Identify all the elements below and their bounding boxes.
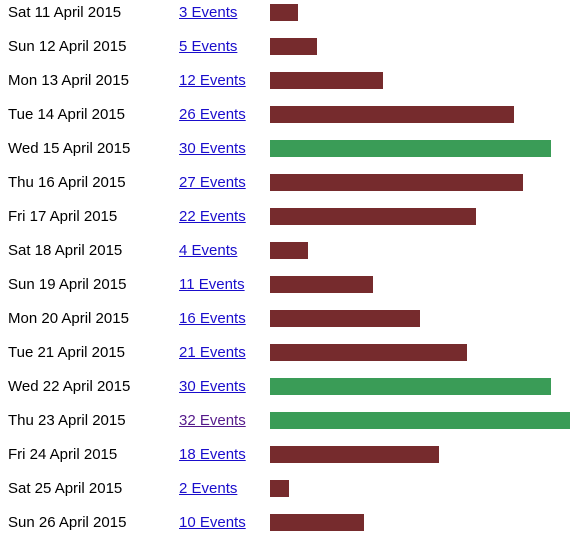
day-date-label: Sat 25 April 2015 <box>8 480 123 497</box>
events-count-bar <box>270 174 523 191</box>
events-count-bar <box>270 106 514 123</box>
day-date-label: Fri 17 April 2015 <box>8 208 118 225</box>
day-date-label: Thu 16 April 2015 <box>8 174 126 191</box>
day-date-label: Sun 19 April 2015 <box>8 276 127 293</box>
events-count-link[interactable]: 12 Events <box>179 72 246 89</box>
day-date-label: Sun 12 April 2015 <box>8 38 127 55</box>
day-date-label: Wed 22 April 2015 <box>8 378 131 395</box>
events-count-bar <box>270 344 467 361</box>
events-count-link[interactable]: 22 Events <box>179 208 246 225</box>
events-count-bar <box>270 480 289 497</box>
day-date-label: Thu 23 April 2015 <box>8 412 126 429</box>
day-row: Sat 25 April 2015 2 Events <box>0 476 584 510</box>
day-row: Sat 18 April 2015 4 Events <box>0 238 584 272</box>
events-count-bar <box>270 378 551 395</box>
events-count-link[interactable]: 2 Events <box>179 480 238 497</box>
day-row: Thu 23 April 2015 32 Events <box>0 408 584 442</box>
day-row: Fri 17 April 2015 22 Events <box>0 204 584 238</box>
day-row: Mon 13 April 2015 12 Events <box>0 68 584 102</box>
events-count-bar <box>270 208 476 225</box>
events-count-bar <box>270 446 439 463</box>
day-row: Sat 11 April 2015 3 Events <box>0 0 584 34</box>
events-count-link[interactable]: 16 Events <box>179 310 246 327</box>
day-date-label: Mon 13 April 2015 <box>8 72 129 89</box>
day-date-label: Wed 15 April 2015 <box>8 140 131 157</box>
day-date-label: Tue 21 April 2015 <box>8 344 126 361</box>
day-row: Tue 14 April 2015 26 Events <box>0 102 584 136</box>
events-count-link[interactable]: 11 Events <box>179 276 245 293</box>
events-count-link[interactable]: 27 Events <box>179 174 246 191</box>
events-count-link[interactable]: 10 Events <box>179 514 246 531</box>
day-row: Sun 12 April 2015 5 Events <box>0 34 584 68</box>
day-row: Sun 26 April 2015 10 Events <box>0 510 584 544</box>
events-count-link[interactable]: 18 Events <box>179 446 246 463</box>
events-count-link[interactable]: 3 Events <box>179 4 238 21</box>
events-count-link[interactable]: 21 Events <box>179 344 246 361</box>
day-date-label: Sat 18 April 2015 <box>8 242 123 259</box>
day-date-label: Mon 20 April 2015 <box>8 310 129 327</box>
day-date-label: Tue 14 April 2015 <box>8 106 126 123</box>
events-count-link[interactable]: 32 Events <box>179 412 246 429</box>
events-count-link[interactable]: 30 Events <box>179 140 246 157</box>
day-date-label: Sat 11 April 2015 <box>8 4 122 21</box>
events-count-bar <box>270 38 317 55</box>
events-count-link[interactable]: 5 Events <box>179 38 238 55</box>
events-count-link[interactable]: 4 Events <box>179 242 238 259</box>
events-count-bar <box>270 72 383 89</box>
events-count-link[interactable]: 26 Events <box>179 106 246 123</box>
events-count-bar <box>270 412 570 429</box>
events-count-bar <box>270 276 373 293</box>
day-row: Mon 20 April 2015 16 Events <box>0 306 584 340</box>
events-count-bar <box>270 140 551 157</box>
events-count-bar <box>270 514 364 531</box>
day-row: Thu 16 April 2015 27 Events <box>0 170 584 204</box>
events-count-link[interactable]: 30 Events <box>179 378 246 395</box>
events-count-bar <box>270 242 308 259</box>
day-date-label: Fri 24 April 2015 <box>8 446 118 463</box>
day-date-label: Sun 26 April 2015 <box>8 514 127 531</box>
day-row: Tue 21 April 2015 21 Events <box>0 340 584 374</box>
day-row: Fri 24 April 2015 18 Events <box>0 442 584 476</box>
day-row: Wed 15 April 2015 30 Events <box>0 136 584 170</box>
events-count-bar <box>270 310 420 327</box>
events-count-bar <box>270 4 298 21</box>
day-row: Sun 19 April 2015 11 Events <box>0 272 584 306</box>
day-row: Wed 22 April 2015 30 Events <box>0 374 584 408</box>
